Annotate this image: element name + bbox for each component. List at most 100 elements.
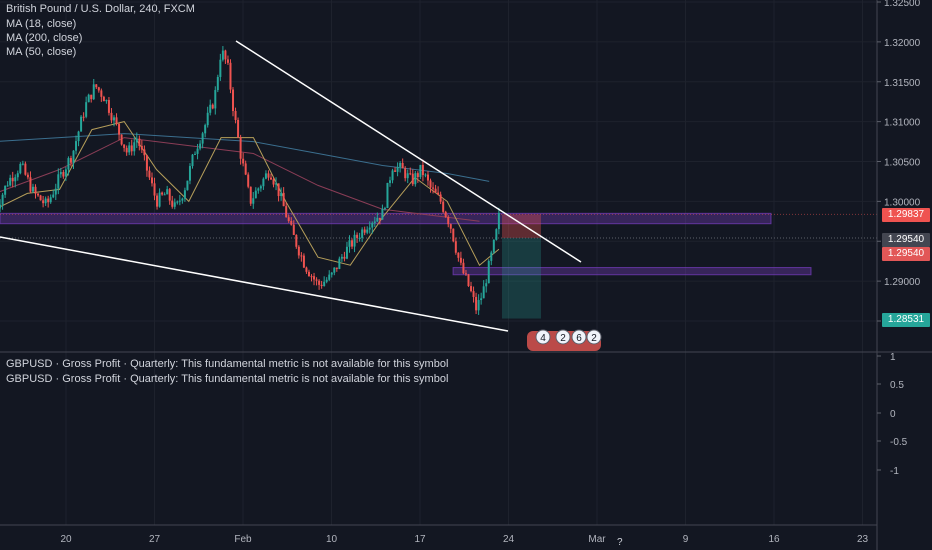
candle-body <box>421 164 424 176</box>
candle-body <box>348 240 351 247</box>
event-marker-label: 2 <box>560 333 566 344</box>
candle-body <box>24 163 27 175</box>
ma50-legend[interactable]: MA (50, close) <box>6 46 77 58</box>
ma200-legend[interactable]: MA (200, close) <box>6 32 83 44</box>
candle-body <box>318 280 321 285</box>
candle-body <box>62 172 65 177</box>
candle-body <box>26 174 29 178</box>
candle-body <box>87 94 90 103</box>
candle-body <box>399 162 402 167</box>
time-tick-label: 9 <box>683 534 689 545</box>
candle-body <box>64 169 67 177</box>
event-marker[interactable] <box>571 329 587 345</box>
candle-body <box>343 256 346 259</box>
take-profit-zone[interactable] <box>502 238 541 319</box>
candle-body <box>31 186 34 192</box>
candle-body <box>485 283 488 287</box>
sr-zone[interactable] <box>0 212 772 225</box>
short-position-tool[interactable] <box>0 213 877 319</box>
candle-body <box>42 200 45 204</box>
candle-body <box>140 145 143 150</box>
candle-body <box>429 180 432 188</box>
candle-body <box>29 177 32 192</box>
moving-average-lines <box>0 121 500 266</box>
stop-loss-zone[interactable] <box>502 214 541 239</box>
candle-body <box>257 188 260 191</box>
candle-body <box>439 194 442 202</box>
candle-body <box>259 186 262 189</box>
candle-body <box>54 188 57 195</box>
candle-body <box>21 163 24 165</box>
candle-body <box>447 216 450 225</box>
candle-body <box>487 260 490 284</box>
candle-body <box>376 217 379 222</box>
candle-body <box>191 154 194 167</box>
price-tick-label: 1.30000 <box>884 197 921 208</box>
price-tick-label: 1.32500 <box>884 0 921 9</box>
candle-body <box>107 100 110 113</box>
candle-body <box>452 228 455 242</box>
time-tick-label: Mar <box>588 534 606 545</box>
price-tick-label: 1.31000 <box>884 118 921 129</box>
candle-body <box>176 201 179 203</box>
candle-body <box>113 117 116 121</box>
candle-body <box>67 158 70 170</box>
symbol-title[interactable]: British Pound / U.S. Dollar, 240, FXCM <box>6 3 195 15</box>
candle-body <box>269 177 272 180</box>
candle-body <box>161 192 164 195</box>
candle-body <box>75 141 78 151</box>
candle-body <box>11 177 14 182</box>
price-tick-label: 1.32000 <box>884 38 921 49</box>
price-tick-label: 1.30500 <box>884 158 921 169</box>
upper-trendline[interactable] <box>235 40 582 263</box>
event-marker[interactable] <box>535 329 551 345</box>
candle-body <box>292 224 295 235</box>
candle-body <box>181 198 184 201</box>
indicator-line-2[interactable]: GBPUSD · Gross Profit · Quarterly: This … <box>6 373 449 385</box>
price-axis-bg <box>877 0 932 550</box>
candle-body <box>335 267 338 269</box>
candle-body <box>351 240 354 247</box>
candle-body <box>333 267 336 273</box>
lower-trendline[interactable] <box>0 236 509 332</box>
candle-body <box>470 286 473 292</box>
indicator-line-1[interactable]: GBPUSD · Gross Profit · Quarterly: This … <box>6 358 449 370</box>
trendlines[interactable] <box>0 40 582 332</box>
candle-body <box>92 84 95 100</box>
candle-body <box>34 186 37 194</box>
candle-body <box>475 296 478 311</box>
candle-body <box>52 194 55 198</box>
indicator-tick-label: -0.5 <box>890 437 908 448</box>
indicator-axis[interactable]: 1 0.5 0 -0.5 -1 <box>877 352 908 477</box>
candle-body <box>459 257 462 263</box>
candlestick-series <box>0 46 500 315</box>
candle-body <box>183 190 186 199</box>
candle-body <box>262 178 265 187</box>
candle-body <box>6 185 9 187</box>
candle-body <box>247 174 250 187</box>
candle-body <box>432 187 435 189</box>
candle-body <box>394 170 397 172</box>
candle-body <box>368 227 371 230</box>
candle-body <box>449 224 452 229</box>
candle-body <box>389 180 392 183</box>
candle-body <box>345 246 348 259</box>
event-marker[interactable] <box>555 329 571 345</box>
candle-body <box>442 201 445 212</box>
candle-body <box>118 123 121 135</box>
time-tick-label: 16 <box>768 534 780 545</box>
sr-zone[interactable] <box>452 267 812 276</box>
candle-body <box>371 222 374 228</box>
candle-body <box>178 200 181 202</box>
time-axis[interactable]: 20 27 Feb 10 17 24 Mar 9 16 23 <box>60 534 868 545</box>
candle-body <box>9 177 12 186</box>
current-price-tag: 1.29837 <box>882 208 930 222</box>
time-tick-label: 27 <box>149 534 161 545</box>
indicator-tick-label: -1 <box>890 466 899 477</box>
candle-body <box>0 204 2 209</box>
candle-body <box>1 194 4 205</box>
event-marker[interactable] <box>586 329 602 345</box>
ma18-legend[interactable]: MA (18, close) <box>6 18 77 30</box>
